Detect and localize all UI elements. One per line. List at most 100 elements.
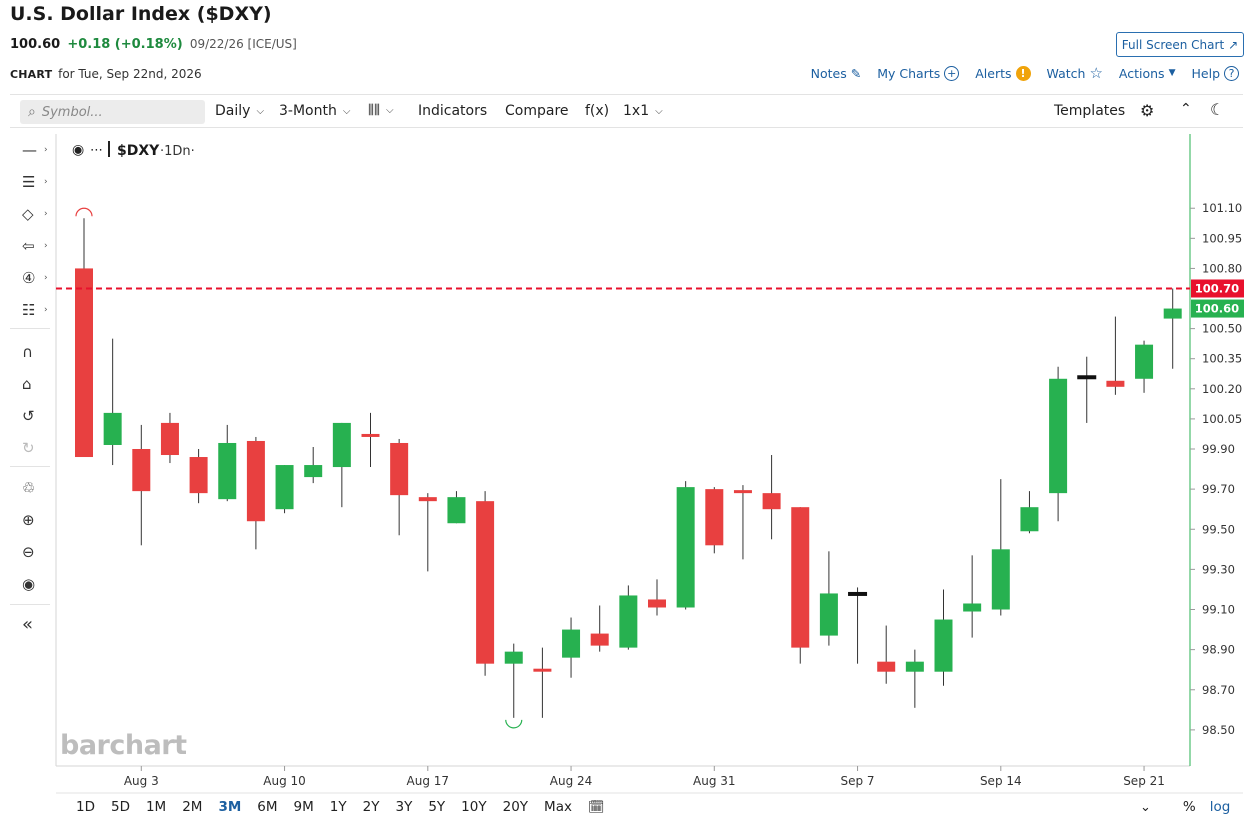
chevron-right-icon: › (44, 305, 48, 315)
annotation-tool-icon[interactable]: ④ › (22, 269, 48, 287)
compare-button[interactable]: Compare (505, 103, 569, 119)
candle-body (504, 651, 523, 664)
range-button-1d[interactable]: 1D (76, 799, 95, 815)
undo-icon[interactable]: ↺ (22, 407, 35, 425)
range-button-9m[interactable]: 9M (293, 799, 314, 815)
range-dropdown[interactable]: 3-Month ⌵ (279, 103, 350, 119)
range-button-max[interactable]: Max (544, 799, 572, 815)
y-tick-label: 101.10 (1202, 201, 1242, 215)
last-price: 100.60 (10, 37, 61, 52)
my-charts-link[interactable]: My Charts + (877, 65, 960, 81)
zoom-in-icon[interactable]: ⊕ (22, 511, 35, 529)
eye-icon[interactable]: ◉ (72, 142, 84, 158)
reference-line-label-bg (1191, 279, 1244, 298)
candle (447, 491, 466, 524)
extreme-markers (75, 207, 523, 729)
help-link[interactable]: Help ? (1192, 65, 1239, 81)
line-tool-icon[interactable]: — › (22, 141, 48, 159)
candlestick-icon: ⫼⫼ (368, 103, 380, 118)
candle-body (877, 661, 896, 672)
range-button-5d[interactable]: 5D (110, 799, 130, 815)
full-screen-chart-label: Full Screen Chart (1121, 37, 1225, 52)
chevron-right-icon: › (44, 209, 48, 219)
chart-type-dropdown[interactable]: ⫼⫼ ⌵ (368, 103, 394, 118)
redo-icon[interactable]: ↻ (22, 439, 35, 457)
range-button-6m[interactable]: 6M (257, 799, 278, 815)
candle-body (1163, 308, 1182, 319)
notes-label: Notes (810, 65, 847, 81)
trash-icon[interactable]: ♲ (22, 479, 36, 497)
candle (991, 479, 1010, 616)
range-button-1m[interactable]: 1M (145, 799, 167, 815)
collapse-down-icon[interactable]: ⌄ (1140, 799, 1151, 815)
candle-body (218, 442, 237, 500)
symbol-search[interactable]: ⌕ Symbol... (20, 100, 205, 124)
candle-body (590, 633, 609, 646)
layout-label: 1x1 (623, 103, 650, 119)
function-button[interactable]: f(x) (585, 103, 609, 119)
watch-link[interactable]: Watch ☆ (1047, 64, 1103, 82)
range-button-2m[interactable]: 2M (182, 799, 203, 815)
candle (762, 455, 781, 540)
collapse-left-icon[interactable]: « (22, 613, 34, 635)
candle (361, 412, 380, 468)
log-scale-button[interactable]: log (1209, 799, 1231, 815)
candle-body (791, 507, 810, 648)
candle (562, 617, 581, 678)
unlock-icon[interactable]: ⌂ (22, 375, 32, 393)
candle (877, 625, 896, 684)
percent-scale-button[interactable]: % (1182, 799, 1196, 815)
range-button-3m[interactable]: 3M (218, 799, 242, 815)
full-screen-chart-button[interactable]: Full Screen Chart ↗ (1116, 32, 1244, 57)
y-tick-label: 98.70 (1202, 683, 1235, 697)
range-button-5y[interactable]: 5Y (428, 799, 446, 815)
divider (10, 466, 50, 467)
candle-body (1020, 507, 1039, 532)
range-button-3y[interactable]: 3Y (395, 799, 413, 815)
x-tick-label: Aug 17 (407, 774, 450, 788)
magnet-icon[interactable]: ∩ (22, 343, 33, 361)
dark-mode-icon[interactable]: ☾ (1210, 100, 1225, 119)
interval-dropdown[interactable]: Daily ⌵ (215, 103, 264, 119)
eye-icon[interactable]: ◉ (22, 575, 36, 593)
notes-link[interactable]: Notes ✎ (811, 66, 862, 81)
layout-dropdown[interactable]: 1x1 ⌵ (623, 103, 663, 119)
candle-body (819, 593, 838, 636)
divider (10, 604, 50, 605)
candle (791, 507, 810, 664)
search-icon: ⌕ (28, 104, 36, 120)
range-button-10y[interactable]: 10Y (461, 799, 487, 815)
collapse-up-icon[interactable]: ⌃ (1180, 101, 1192, 117)
candle (819, 551, 838, 646)
zoom-out-icon[interactable]: ⊖ (22, 543, 35, 561)
indicators-button[interactable]: Indicators (418, 103, 487, 119)
more-icon[interactable]: ⋯ (90, 143, 103, 158)
calendar-icon[interactable]: 🗓 (587, 799, 605, 815)
x-tick-label: Aug 24 (550, 774, 593, 788)
fibonacci-tool-icon[interactable]: ☰ › (22, 173, 48, 191)
arrow-tool-icon[interactable]: ⇦ › (22, 237, 48, 255)
range-label: 3-Month (279, 103, 337, 119)
quote-meta: 09/22/26 [ICE/US] (189, 37, 297, 51)
actions-menu[interactable]: Actions ▼ (1119, 66, 1176, 81)
shape-tool-icon[interactable]: ◇ › (22, 205, 48, 223)
candle-body (246, 440, 265, 522)
settings-icon[interactable]: ⚙ (1140, 101, 1155, 120)
range-button-1y[interactable]: 1Y (329, 799, 347, 815)
edit-icon: ✎ (850, 65, 862, 81)
low-marker (505, 719, 523, 729)
candle (705, 487, 724, 554)
templates-button[interactable]: Templates (1054, 103, 1125, 119)
range-button-20y[interactable]: 20Y (502, 799, 529, 815)
y-tick-label: 99.50 (1202, 522, 1235, 536)
candle (1077, 356, 1097, 423)
indicators-label: Indicators (418, 103, 488, 119)
page-title: U.S. Dollar Index ($DXY) (10, 3, 272, 25)
candle (218, 424, 237, 502)
pattern-tool-icon[interactable]: ☷ › (22, 301, 48, 319)
symbol-placeholder: Symbol... (41, 104, 103, 120)
candle (189, 448, 208, 504)
alerts-link[interactable]: Alerts ! (975, 65, 1031, 81)
range-button-2y[interactable]: 2Y (362, 799, 380, 815)
